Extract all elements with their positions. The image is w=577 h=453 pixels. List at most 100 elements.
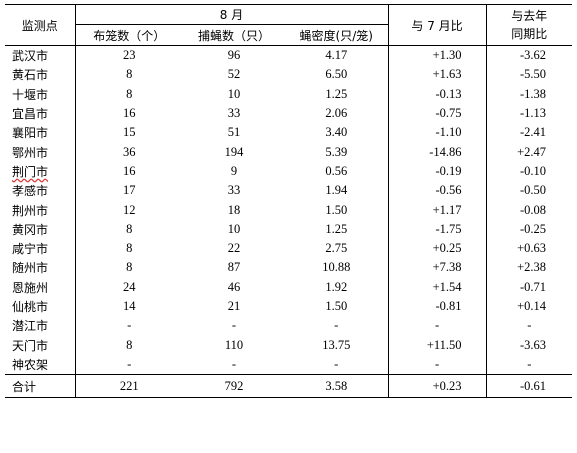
cages-cell: 8 bbox=[126, 221, 133, 236]
vs-last-year-cell: +2.47 bbox=[517, 144, 547, 159]
total-row: 合计 221 792 3.58 +0.23 -0.61 bbox=[5, 374, 573, 399]
city-cell: 随州市 bbox=[5, 258, 76, 278]
city-cell: 咸宁市 bbox=[5, 238, 76, 259]
cages-cell: 8 bbox=[126, 337, 133, 352]
table-header: 监测点 8 月 与 7 月比 与去年 同期比 布笼数（个） 捕蝇数（只） 蝇密度… bbox=[5, 4, 573, 46]
vs-july-cell: +11.50 bbox=[388, 335, 487, 355]
city-cell: 孝感市 bbox=[5, 181, 76, 201]
vs-last-year-cell: -5.50 bbox=[519, 67, 547, 82]
vs-last-year-cell: -0.08 bbox=[519, 202, 547, 217]
total-vs-last-year: -0.61 bbox=[486, 374, 573, 399]
table-row: 天门市 8 110 13.75 +11.50 -3.63 bbox=[5, 335, 572, 355]
flies-cell: - bbox=[231, 356, 237, 371]
vs-july-cell: -1.10 bbox=[388, 123, 487, 143]
cages-cell: 36 bbox=[123, 144, 136, 159]
vs-last-year-cell: -3.62 bbox=[519, 48, 547, 63]
total-label: 合计 bbox=[5, 374, 76, 399]
table-row: 武汉市 23 96 4.17 +1.30 -3.62 bbox=[5, 45, 572, 66]
table-footer: 合计 221 792 3.58 +0.23 -0.61 bbox=[5, 374, 573, 399]
cages-cell: 15 bbox=[123, 125, 136, 140]
cages-cell: 16 bbox=[123, 106, 136, 121]
vs-last-year-cell: -1.13 bbox=[519, 106, 547, 121]
vs-last-year-cell: - bbox=[527, 318, 532, 333]
vs-july-cell: +1.63 bbox=[388, 65, 487, 85]
city-cell: 鄂州市 bbox=[5, 142, 76, 162]
density-cell: 1.50 bbox=[285, 200, 389, 220]
cages-cell: 23 bbox=[123, 48, 136, 63]
cages-cell: 14 bbox=[123, 299, 136, 313]
vs-last-year-cell: - bbox=[527, 356, 532, 371]
vs-july-cell: -0.81 bbox=[388, 296, 487, 317]
flies-cell: - bbox=[231, 318, 237, 333]
total-vs-july: +0.23 bbox=[388, 374, 487, 399]
density-cell: 1.50 bbox=[285, 296, 389, 317]
city-cell: 宜昌市 bbox=[5, 103, 76, 124]
vs-july-cell: -0.19 bbox=[388, 161, 487, 182]
table-body: 武汉市 23 96 4.17 +1.30 -3.62 黄石市 8 52 6.50 +1.63 -5.5… bbox=[5, 45, 572, 375]
header-station: 监测点 bbox=[5, 4, 76, 46]
vs-july-cell: +7.38 bbox=[388, 258, 487, 278]
city-cell: 仙桃市 bbox=[5, 296, 76, 317]
density-cell: - bbox=[285, 316, 389, 336]
flies-cell: 21 bbox=[227, 299, 241, 313]
table-row: 恩施州 24 46 1.92 +1.54 -0.71 bbox=[5, 277, 572, 297]
cages-cell: 8 bbox=[126, 241, 133, 256]
city-name-flagged: 荆门市 bbox=[12, 164, 49, 179]
flies-cell: 22 bbox=[227, 241, 241, 256]
header-density: 蝇密度(只/笼) bbox=[285, 24, 389, 46]
vs-last-year-cell: -1.38 bbox=[519, 86, 547, 101]
vs-last-year-cell: -0.10 bbox=[519, 163, 547, 178]
density-cell: 4.17 bbox=[285, 45, 389, 66]
flies-cell: 194 bbox=[224, 144, 244, 159]
vs-july-cell: -14.86 bbox=[388, 142, 487, 162]
density-cell: 1.92 bbox=[285, 277, 389, 297]
city-cell: 武汉市 bbox=[5, 45, 76, 66]
header-flies: 捕蝇数（只） bbox=[183, 24, 285, 46]
cages-cell: - bbox=[127, 356, 132, 371]
vs-last-year-cell: +2.38 bbox=[517, 260, 547, 275]
density-cell: 1.25 bbox=[285, 84, 389, 104]
table-row: 随州市 8 87 10.88 +7.38 +2.38 bbox=[5, 258, 572, 278]
header-month: 8 月 bbox=[75, 4, 389, 25]
flies-cell: 10 bbox=[227, 86, 241, 101]
city-cell: 黄冈市 bbox=[5, 219, 76, 239]
city-cell: 神农架 bbox=[5, 354, 76, 375]
density-cell: 10.88 bbox=[285, 258, 389, 278]
city-cell: 十堰市 bbox=[5, 84, 76, 104]
flies-cell: 10 bbox=[227, 221, 241, 236]
flies-cell: 46 bbox=[227, 279, 241, 294]
city-cell: 襄阳市 bbox=[5, 123, 76, 143]
density-cell: 5.39 bbox=[285, 142, 389, 162]
density-cell: 0.56 bbox=[285, 161, 389, 182]
cages-cell: 17 bbox=[123, 183, 136, 198]
vs-last-year-cell: -0.50 bbox=[519, 183, 547, 198]
total-density: 3.58 bbox=[285, 374, 389, 399]
fly-density-table: 监测点 8 月 与 7 月比 与去年 同期比 布笼数（个） 捕蝇数（只） 蝇密度… bbox=[5, 4, 573, 399]
table-row: 襄阳市 15 51 3.40 -1.10 -2.41 bbox=[5, 123, 572, 143]
vs-last-year-cell: -0.71 bbox=[519, 279, 547, 294]
vs-last-year-cell: +0.63 bbox=[517, 241, 547, 256]
table-row: 黄石市 8 52 6.50 +1.63 -5.50 bbox=[5, 65, 572, 85]
table-row: 黄冈市 8 10 1.25 -1.75 -0.25 bbox=[5, 219, 572, 239]
table-row: 神农架 - - - - - bbox=[5, 354, 572, 375]
vs-last-year-cell: -0.25 bbox=[519, 221, 547, 236]
city-cell: 荆门市 bbox=[5, 161, 76, 182]
density-cell: 1.25 bbox=[285, 219, 389, 239]
flies-cell: 33 bbox=[227, 183, 241, 198]
city-cell: 恩施州 bbox=[5, 277, 76, 297]
vs-july-cell: +1.17 bbox=[388, 200, 487, 220]
flies-cell: 52 bbox=[227, 67, 241, 82]
flies-cell: 110 bbox=[224, 337, 244, 352]
flies-cell: 9 bbox=[230, 163, 238, 178]
header-vs-last-year-line2: 同期比 bbox=[511, 27, 548, 41]
vs-last-year-cell: -2.41 bbox=[519, 125, 547, 140]
flies-cell: 96 bbox=[227, 48, 241, 63]
table-row: 潜江市 - - - - - bbox=[5, 316, 572, 336]
vs-july-cell: +0.25 bbox=[388, 238, 487, 259]
vs-last-year-cell: -3.63 bbox=[519, 337, 547, 352]
city-cell: 荆州市 bbox=[5, 200, 76, 220]
cages-cell: 12 bbox=[123, 202, 136, 217]
cages-cell: 16 bbox=[123, 163, 136, 178]
city-cell: 黄石市 bbox=[5, 65, 76, 85]
city-cell: 天门市 bbox=[5, 335, 76, 355]
